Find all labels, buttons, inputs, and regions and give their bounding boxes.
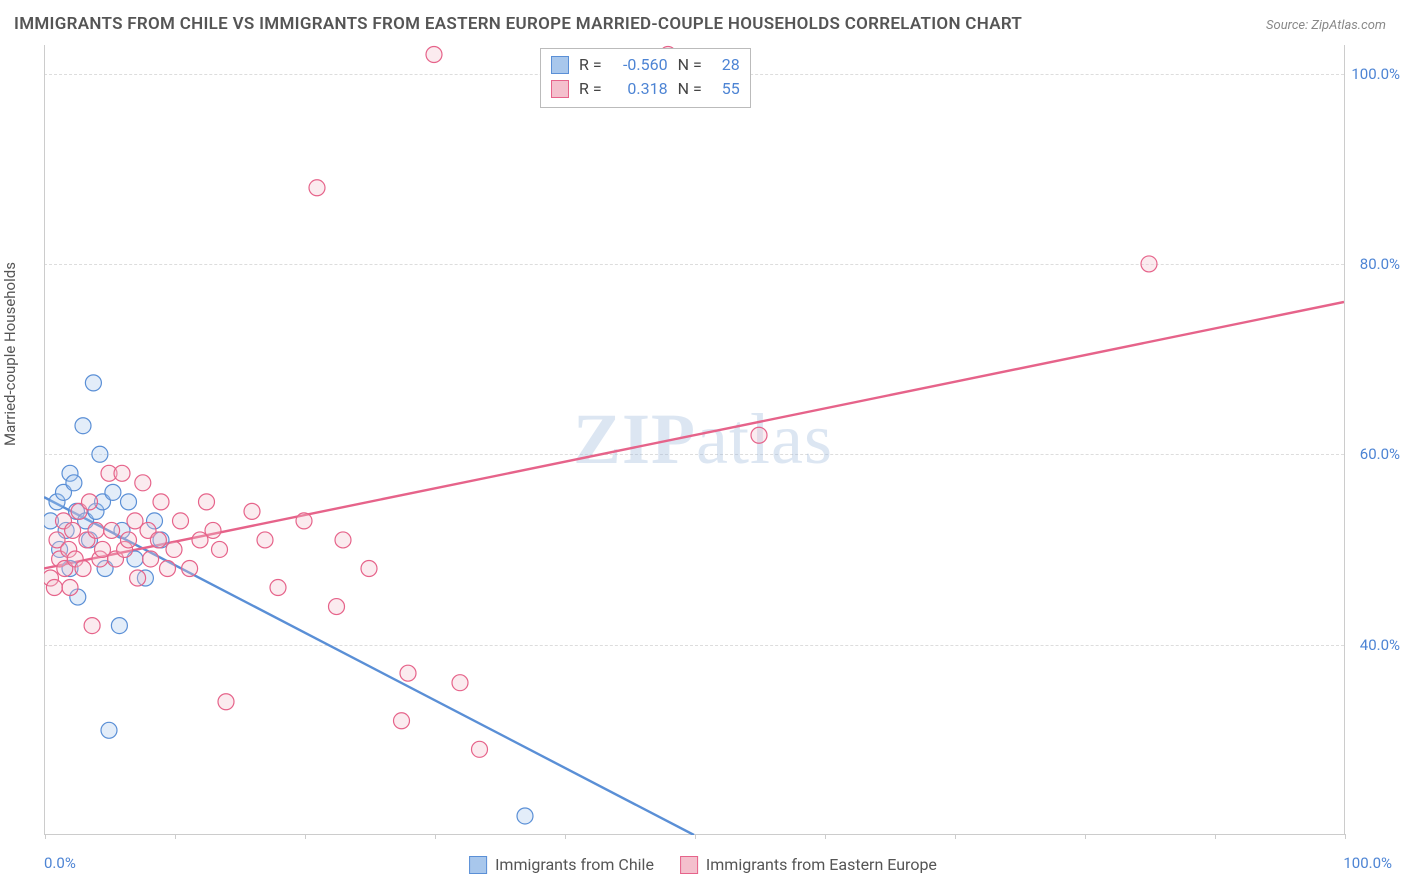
n-value-chile: 28 (712, 53, 740, 77)
chart-plot-area (44, 45, 1344, 835)
stats-row-europe: R = 0.318 N = 55 (551, 77, 740, 101)
n-label: N = (678, 53, 702, 77)
stats-legend-box: R = -0.560 N = 28 R = 0.318 N = 55 (540, 48, 751, 108)
source-credit: Source: ZipAtlas.com (1266, 18, 1386, 33)
chart-title: IMMIGRANTS FROM CHILE VS IMMIGRANTS FROM… (14, 14, 1022, 34)
n-label: N = (678, 77, 702, 101)
r-label: R = (579, 77, 602, 101)
swatch-icon (680, 856, 698, 874)
bottom-legend: Immigrants from Chile Immigrants from Ea… (469, 855, 937, 874)
r-value-europe: 0.318 (612, 77, 668, 101)
y-tick-label: 100.0% (1351, 65, 1400, 83)
r-label: R = (579, 53, 602, 77)
y-tick-label: 80.0% (1360, 255, 1400, 273)
y-tick-label: 40.0% (1360, 636, 1400, 654)
n-value-europe: 55 (712, 77, 740, 101)
legend-item-europe: Immigrants from Eastern Europe (680, 855, 937, 874)
right-axis-line (1344, 45, 1345, 835)
legend-label-europe: Immigrants from Eastern Europe (706, 855, 937, 874)
r-value-chile: -0.560 (612, 53, 668, 77)
swatch-icon (551, 56, 569, 74)
x-tick-label-right: 100.0% (1343, 854, 1392, 872)
swatch-icon (551, 80, 569, 98)
y-tick-label: 60.0% (1360, 445, 1400, 463)
swatch-icon (469, 856, 487, 874)
legend-label-chile: Immigrants from Chile (495, 855, 654, 874)
stats-row-chile: R = -0.560 N = 28 (551, 53, 740, 77)
legend-item-chile: Immigrants from Chile (469, 855, 654, 874)
y-axis-label: Married-couple Households (1, 262, 19, 446)
x-tick-label-left: 0.0% (44, 854, 76, 872)
